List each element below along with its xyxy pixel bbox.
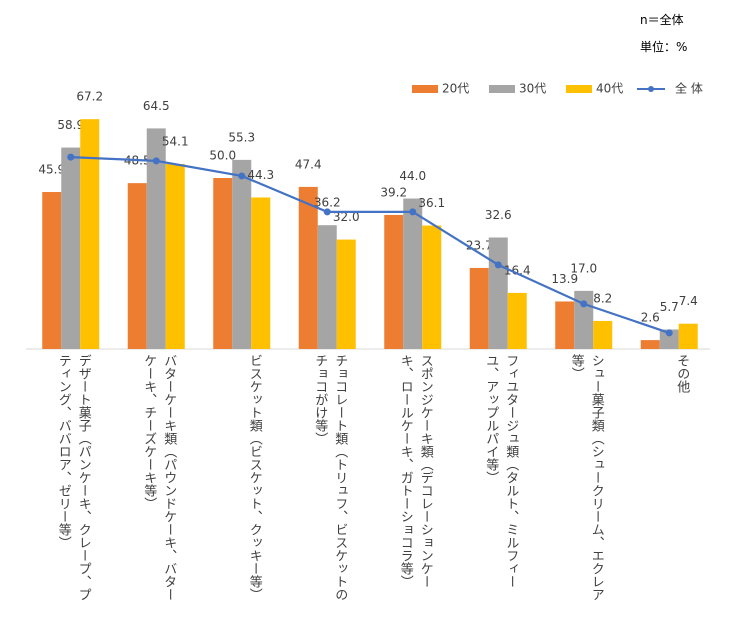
bar xyxy=(678,323,698,349)
legend-swatch xyxy=(412,85,438,93)
bar xyxy=(127,183,147,349)
data-label: 67.2 xyxy=(76,90,103,104)
legend-swatch xyxy=(566,85,592,93)
data-label: 54.1 xyxy=(162,134,189,148)
bar xyxy=(555,301,575,349)
data-label: 50.0 xyxy=(209,149,236,163)
x-tick-label: デザート菓子（パンケーキ、クレープ、プティング、ババロア、ゼリー等） xyxy=(55,354,91,601)
legend-label: 30代 xyxy=(519,82,546,96)
point xyxy=(152,157,160,165)
x-tick-label: その他 xyxy=(674,354,690,393)
legend-point xyxy=(648,86,654,92)
bar xyxy=(640,340,660,349)
bar xyxy=(593,320,613,349)
bar xyxy=(469,267,489,349)
data-label: 45.9 xyxy=(38,163,65,177)
data-label: 2.6 xyxy=(641,311,660,325)
data-label: 64.5 xyxy=(143,99,170,113)
bar xyxy=(336,239,356,349)
legend-label: 40代 xyxy=(596,82,623,96)
data-label: 55.3 xyxy=(228,130,255,144)
data-label: 36.2 xyxy=(314,196,341,210)
line xyxy=(70,156,670,334)
data-label: 16.4 xyxy=(504,263,531,277)
data-label: 58.9 xyxy=(57,118,84,132)
x-tick-label: フィユタージュ類（タルト、ミルフィーユ、アップルパイ等） xyxy=(483,354,519,588)
legend-swatch xyxy=(489,85,515,93)
bar xyxy=(165,163,185,349)
note: n＝全体 xyxy=(640,13,684,27)
x-tick-label: チョコレート類（トリュフ、ビスケットのチョコがけ等） xyxy=(312,354,348,601)
point xyxy=(238,172,246,180)
data-label: 47.4 xyxy=(295,157,322,171)
point xyxy=(494,261,502,269)
bar xyxy=(659,329,679,349)
bar xyxy=(384,214,404,349)
x-tick-label: スポンジケーキ類（デコレーションケーキ、ロールケーキ、ガトーショコラ等） xyxy=(397,354,433,588)
point xyxy=(323,208,331,216)
bar xyxy=(317,225,337,349)
legend-label: 20代 xyxy=(442,82,469,96)
bar xyxy=(574,290,594,349)
data-label: 23.7 xyxy=(466,238,493,252)
x-tick-label: シュー菓子類（シュークリーム、エクレア等） xyxy=(568,354,604,601)
data-label: 17.0 xyxy=(570,261,597,275)
bar xyxy=(232,159,252,349)
bar xyxy=(403,198,423,349)
point xyxy=(580,300,588,308)
point xyxy=(665,329,673,337)
bar xyxy=(80,119,100,350)
bar xyxy=(42,192,62,349)
data-label: 44.0 xyxy=(399,169,426,183)
data-label: 44.3 xyxy=(247,168,274,182)
data-label: 32.0 xyxy=(333,210,360,224)
bar xyxy=(213,178,233,349)
bar xyxy=(251,197,271,349)
data-label: 8.2 xyxy=(593,291,612,305)
data-label: 32.6 xyxy=(485,208,512,222)
bar xyxy=(298,186,318,349)
bar xyxy=(146,128,166,349)
x-tick-label: バターケーキ類（パウンドケーキ、バターケーキ、チーズケーキ等） xyxy=(141,354,177,601)
data-label: 13.9 xyxy=(551,272,578,286)
bar xyxy=(488,237,508,349)
note: 単位：% xyxy=(640,40,688,54)
bar xyxy=(61,147,81,349)
data-label: 39.2 xyxy=(380,185,407,199)
bar xyxy=(422,225,442,349)
point xyxy=(67,153,75,161)
data-label: 36.1 xyxy=(418,196,445,210)
bar xyxy=(507,292,527,349)
data-label: 5.7 xyxy=(660,300,679,314)
point xyxy=(409,208,417,216)
x-tick-label: ビスケット類（ビスケット、クッキー等） xyxy=(246,354,262,601)
legend-label: 全 体 xyxy=(675,81,703,96)
data-label: 7.4 xyxy=(679,294,698,308)
